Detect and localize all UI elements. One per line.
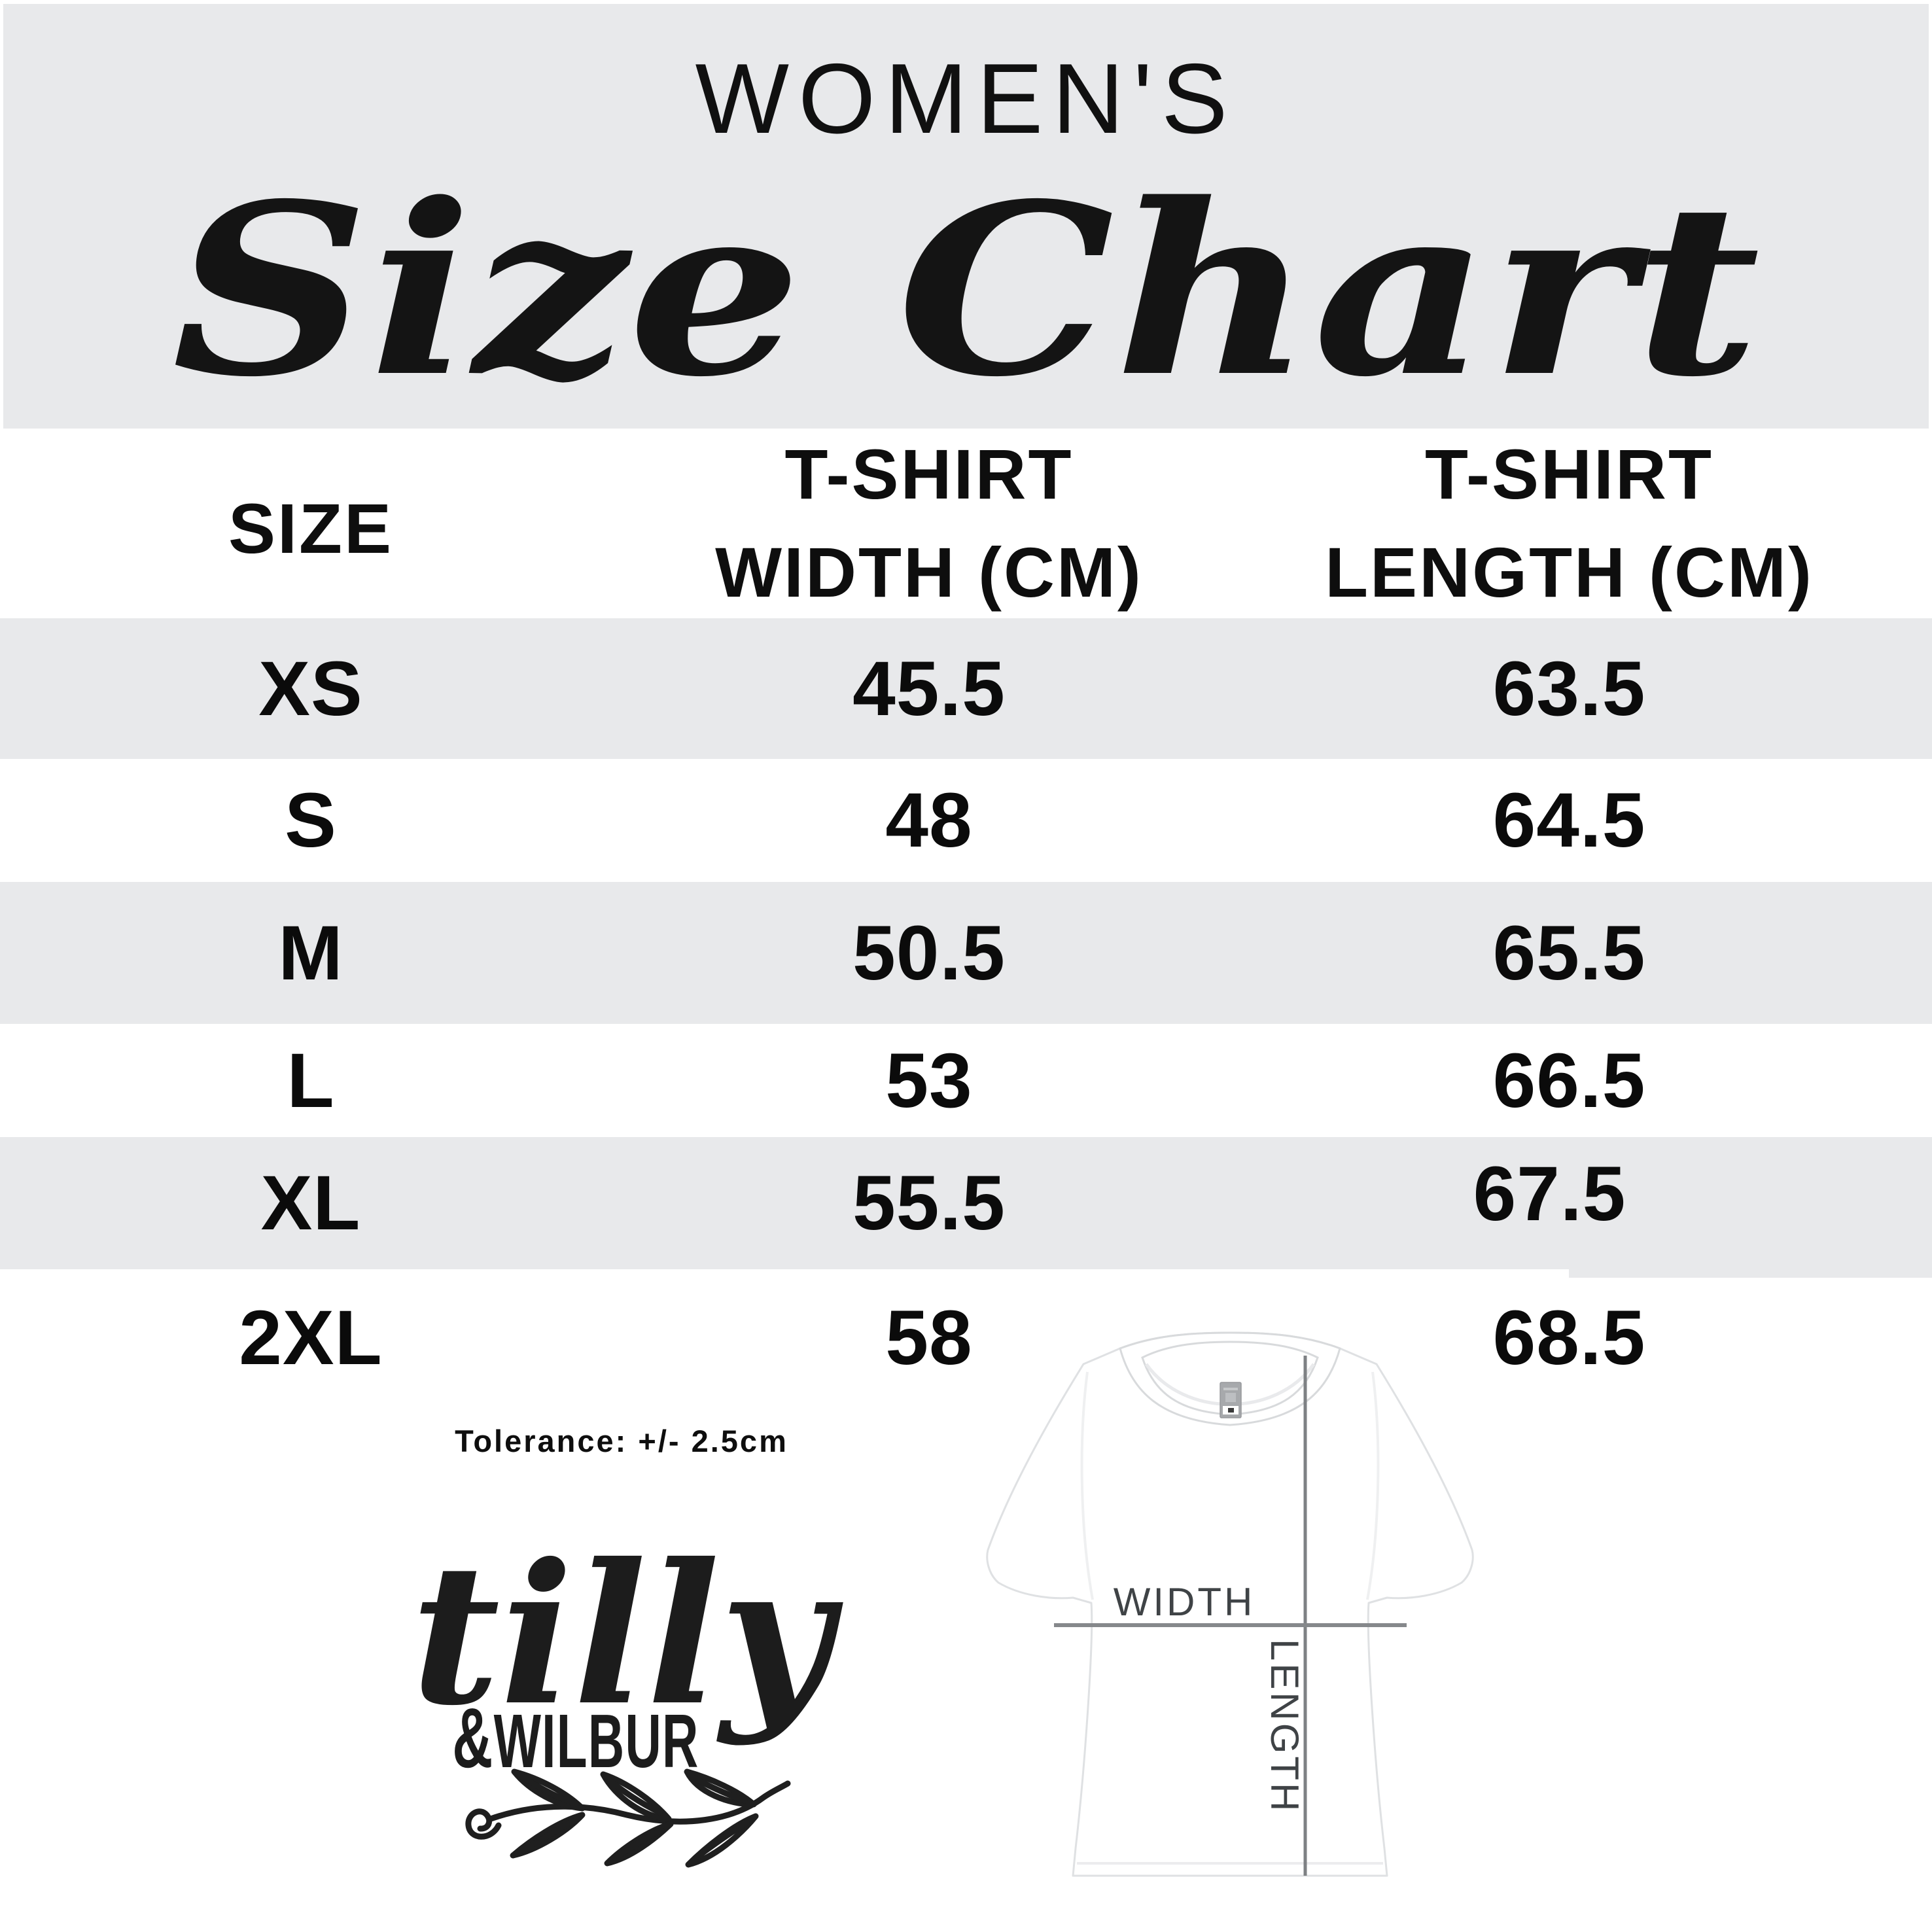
brand-script-wordmark: tilly [411,1521,832,1748]
size-cell: XS [258,645,363,732]
width-cell: 50.5 [852,909,1006,996]
length-cell: 63.5 [1492,645,1646,732]
length-cell: 66.5 [1492,1037,1646,1124]
header-panel: WOMEN'S Size Chart [3,4,1929,429]
column-header-length-line1: T-SHIRT [1425,434,1713,514]
table-row-xl: XL 55.5 67.5 [0,1137,1932,1269]
collar [1119,1331,1341,1426]
header-kicker: WOMEN'S [695,43,1237,154]
width-label: WIDTH [1114,1580,1256,1624]
table-row-l: L 53 66.5 [0,1024,1932,1137]
width-cell: 45.5 [852,645,1006,732]
column-header-width: T-SHIRT WIDTH (CM) [622,425,1237,622]
laurel-curl [465,1808,502,1840]
size-cell: L [287,1037,335,1124]
table-header-row: SIZE T-SHIRT WIDTH (CM) T-SHIRT LENGTH (… [0,429,1932,618]
tshirt-diagram: WIDTH LENGTH [986,1331,1474,1877]
table-row-m: M 50.5 65.5 [0,882,1932,1024]
length-cell: 67.5 [1237,1151,1932,1248]
size-cell: 2XL [239,1295,383,1381]
size-cell: M [278,909,343,996]
brand-caps-wordmark: &WILBUR [452,1690,699,1785]
column-header-length-line2: LENGTH (CM) [1325,533,1814,612]
column-header-size-label: SIZE [228,489,394,568]
width-cell: 48 [885,777,973,864]
xl-row-band-step [1569,1269,1932,1278]
table-row-xs: XS 45.5 63.5 [0,618,1932,759]
width-cell: 58 [885,1295,973,1381]
column-header-width-line2: WIDTH (CM) [715,533,1143,612]
column-header-width-line1: T-SHIRT [784,434,1074,514]
brand-tag [1220,1382,1242,1418]
size-cell: S [285,777,337,864]
tolerance-note: Tolerance: +/- 2.5cm [455,1424,788,1458]
page-title: Size Chart [171,152,1761,429]
length-label: LENGTH [1263,1639,1307,1814]
length-cell: 65.5 [1492,909,1646,996]
size-cell: XL [260,1160,361,1246]
ampersand: & [452,1690,494,1785]
length-cell: 68.5 [1492,1295,1646,1381]
column-header-length: T-SHIRT LENGTH (CM) [1237,425,1932,622]
width-cell: 53 [885,1037,973,1124]
table-row-2xl: 2XL 58 68.5 [0,1269,1932,1407]
laurel-branch-icon [465,1768,791,1868]
column-header-size: SIZE [0,469,622,578]
width-cell: 55.5 [852,1160,1006,1246]
length-value: 67.5 [1473,1151,1626,1237]
table-row-s: S 48 64.5 [0,759,1932,882]
length-cell: 64.5 [1492,777,1646,864]
